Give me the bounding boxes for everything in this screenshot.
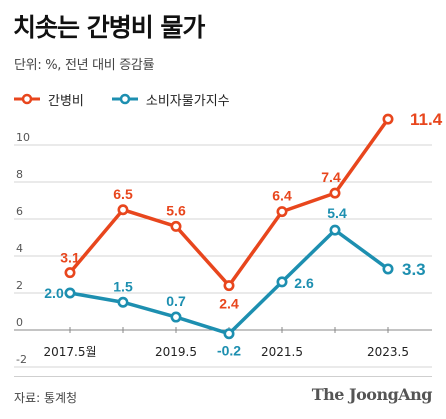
legend-item-cpi: 소비자물가지수 — [111, 90, 230, 109]
data-point-cpi — [329, 224, 341, 236]
legend-swatch-orange — [14, 93, 40, 105]
data-point-cpi — [382, 263, 394, 275]
data-point-care-cost — [223, 280, 235, 292]
chart-title: 치솟는 간병비 물가 — [13, 13, 205, 42]
series-line-care-cost — [68, 117, 390, 288]
legend-item-care-cost: 간병비 — [14, 90, 84, 109]
data-point-care-cost — [64, 267, 76, 279]
legend: 간병비 소비자물가지수 — [14, 90, 258, 109]
chart-unit-note: 단위: %, 전년 대비 증감률 — [14, 58, 155, 73]
legend-label-cpi: 소비자물가지수 — [145, 93, 230, 109]
data-label-cpi: 1.5 — [113, 278, 133, 294]
data-point-care-cost — [329, 187, 341, 199]
publisher-logo: The JoongAng — [311, 385, 433, 404]
data-point-cpi — [223, 328, 235, 340]
data-label-care-cost: 11.4 — [410, 110, 443, 129]
data-label-care-cost: 3.1 — [60, 250, 80, 266]
data-point-cpi — [276, 276, 288, 288]
data-label-care-cost: 7.4 — [321, 169, 341, 185]
data-source: 자료: 통계청 — [14, 391, 78, 405]
data-label-care-cost: 5.6 — [166, 202, 186, 218]
legend-swatch-blue — [111, 93, 138, 105]
data-point-cpi — [64, 287, 76, 299]
x-tick-label: 2021.5 — [261, 345, 303, 359]
y-tick-label: 6 — [16, 205, 23, 218]
data-point-care-cost — [276, 206, 288, 218]
x-tick-label: 2017.5월 — [43, 345, 96, 359]
data-point-care-cost — [117, 204, 129, 216]
data-label-care-cost: 6.4 — [272, 188, 292, 204]
data-label-cpi: 5.4 — [327, 205, 347, 221]
y-tick-label: 8 — [16, 168, 23, 181]
y-tick-label: 10 — [16, 131, 30, 144]
data-label-cpi: 2.6 — [294, 275, 314, 291]
data-label-care-cost: 2.4 — [219, 296, 239, 312]
line-chart: -2 0 2 4 6 8 10 2017.5월 2019.5 2021.5 2023.5 3.1 6.5… — [14, 110, 443, 368]
x-tick-label: 2019.5 — [155, 345, 197, 359]
y-tick-label: 0 — [16, 316, 23, 329]
data-label-cpi: -0.2 — [217, 343, 241, 359]
data-label-care-cost: 6.5 — [113, 186, 133, 202]
y-tick-label: -2 — [16, 353, 27, 366]
x-tick-label: 2023.5 — [367, 345, 409, 359]
data-point-care-cost — [382, 113, 394, 125]
data-label-cpi: 3.3 — [402, 260, 426, 279]
data-point-cpi — [117, 296, 129, 308]
data-point-cpi — [170, 311, 182, 323]
legend-label-care-cost: 간병비 — [48, 93, 84, 109]
y-tick-label: 2 — [16, 279, 23, 292]
data-label-cpi: 2.0 — [44, 285, 64, 301]
data-label-cpi: 0.7 — [166, 293, 186, 309]
y-tick-label: 4 — [16, 242, 23, 255]
data-point-care-cost — [170, 220, 182, 232]
footer-divider — [14, 376, 432, 377]
